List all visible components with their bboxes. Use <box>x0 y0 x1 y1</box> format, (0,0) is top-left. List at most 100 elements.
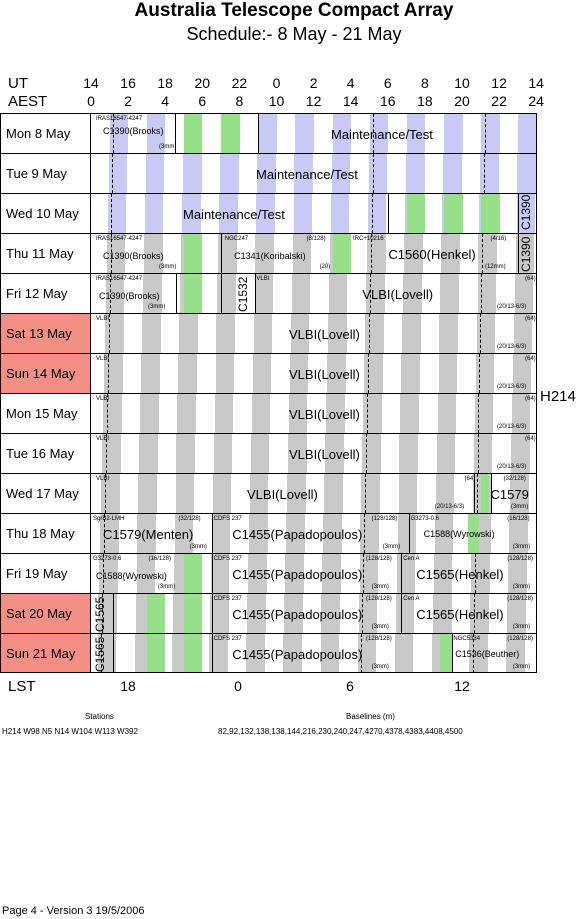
stripe <box>510 474 529 513</box>
day-row: Sun 21 May C1565 CDFS 237 (128/128) C1455(Pa… <box>0 633 537 673</box>
day-label: Sat 20 May <box>0 594 91 633</box>
stripe <box>246 634 265 673</box>
project-label: C1588(Wyrowski) <box>96 571 167 581</box>
project-label: C1455(Papadopoulos) <box>232 567 363 582</box>
stripe <box>444 114 463 153</box>
aest-tick: 8 <box>235 93 244 109</box>
stripe <box>253 314 273 353</box>
vertical-project: C1532 <box>235 276 250 312</box>
ut-tick: 16 <box>120 75 136 91</box>
schedule-grid: Mon 8 May IRAS16547-4247 C1390(Brooks) (3mm… <box>0 113 537 673</box>
day-row: Sat 13 May VLBI VLBI(Lovell) (64) (20/13-6/3… <box>0 313 537 353</box>
stripe <box>395 594 415 633</box>
stripe <box>220 154 239 193</box>
source-label: CDFS 237 <box>213 636 242 642</box>
lst-marker <box>482 234 484 273</box>
stripe <box>321 594 340 633</box>
block-divider <box>211 594 213 633</box>
note-label: (3mm) <box>159 144 177 150</box>
aest-tick: 20 <box>454 93 470 109</box>
lst-tick: 12 <box>454 678 470 694</box>
source-label: SgrB2-LMH <box>93 516 125 522</box>
stripe <box>516 194 536 233</box>
note-label: (32/128) <box>178 516 201 522</box>
green-block <box>146 594 166 633</box>
source-label: CDFS 237 <box>213 556 242 562</box>
vertical-project: C1565 <box>92 636 107 672</box>
stripe <box>322 554 341 593</box>
block-divider <box>211 514 213 553</box>
stripe <box>256 194 275 233</box>
stripe <box>443 154 462 193</box>
block-divider <box>221 234 223 273</box>
project-label: C1455(Papadopoulos) <box>232 527 363 542</box>
stripe <box>325 434 344 473</box>
note-label: (20) <box>319 264 331 270</box>
source-label: IRAS16547-4247 <box>96 116 143 122</box>
note-label: (3mm) <box>159 264 177 270</box>
project-label: C1455(Papadopoulos) <box>232 647 363 662</box>
ut-tick: 2 <box>309 75 318 91</box>
ut-tick: 4 <box>346 75 355 91</box>
stripe <box>214 394 234 433</box>
stripe <box>286 514 305 553</box>
lst-marker <box>372 154 374 193</box>
stripe <box>175 474 195 513</box>
day-row: Wed 17 May VLBI VLBI(Lovell) (64) (20/13-6/3… <box>0 473 537 513</box>
stripe <box>252 354 272 393</box>
lst-marker <box>104 514 105 553</box>
config-label: H214 <box>540 388 576 405</box>
source-label: IRAS16547-4247 <box>96 276 143 282</box>
green-block <box>481 194 500 233</box>
green-block <box>183 634 203 673</box>
project-label: C1579(Menten) <box>103 527 194 542</box>
note-label: (12mm) <box>484 264 506 270</box>
lst-marker <box>363 554 365 593</box>
lst-marker <box>365 474 367 513</box>
project-label: VLBI(Lovell) <box>362 287 434 302</box>
project-label: C1588(Wyrowski) <box>423 529 495 539</box>
block-divider <box>451 634 453 673</box>
note-label: (128/128) <box>366 556 392 562</box>
stripe <box>215 354 235 393</box>
stripe <box>399 434 419 473</box>
stripe <box>436 434 456 473</box>
source-label: Cen A <box>403 556 420 562</box>
stripe <box>248 554 267 593</box>
lst-tick: 6 <box>346 678 354 694</box>
stripe <box>294 154 314 193</box>
note-label: (20/13-6/3) <box>497 344 527 350</box>
ut-tick: 6 <box>383 75 392 91</box>
stripe <box>507 594 526 633</box>
stripe <box>323 514 342 553</box>
stripe <box>258 114 277 153</box>
stripe <box>324 474 343 513</box>
ut-label: UT <box>8 75 28 92</box>
stripe <box>402 314 421 353</box>
lst-marker <box>362 594 364 633</box>
project-label: Maintenance/Test <box>331 127 433 142</box>
stripe <box>254 274 274 313</box>
lst-marker <box>484 114 486 153</box>
stations-heading: Stations <box>85 712 114 721</box>
stripe <box>403 274 422 313</box>
ut-tick: 20 <box>194 75 211 91</box>
baselines-value: 82,92,132,138,138,144,216,230,240,247,42… <box>218 727 463 736</box>
stripe <box>176 434 196 473</box>
day-label: Mon 8 May <box>0 114 91 153</box>
lst-marker <box>472 634 474 673</box>
note-label: (128/128) <box>366 636 392 642</box>
block-divider <box>490 474 492 513</box>
lst-marker <box>366 394 368 433</box>
stripe <box>182 194 201 233</box>
note-label: (3mm) <box>371 624 389 630</box>
note-label: (3mm) <box>512 664 531 670</box>
green-block <box>332 234 352 273</box>
stripe <box>178 354 197 393</box>
green-block <box>221 114 240 153</box>
lst-marker <box>368 314 370 353</box>
lst-marker <box>361 634 363 673</box>
ut-tick: 12 <box>491 75 507 91</box>
stripe <box>140 394 159 433</box>
note-label: (128/128) <box>507 596 533 602</box>
